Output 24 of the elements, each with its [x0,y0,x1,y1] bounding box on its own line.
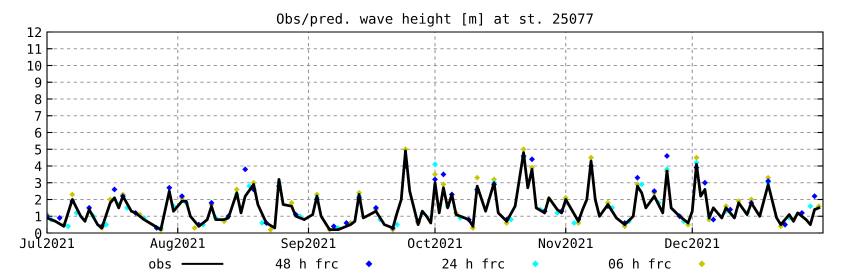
y-tick-label: 7 [35,111,42,121]
y-tick-label: 2 [35,194,42,205]
x-tick-label: Oct2021 [408,238,462,248]
legend-label: 06 h frc [608,258,670,269]
y-tick-label: 5 [35,144,42,154]
y-tick-label: 11 [28,44,42,54]
legend-label: 24 h frc [442,258,504,269]
y-tick-label: 12 [28,27,42,38]
x-tick-label: Nov2021 [538,238,593,248]
y-tick-label: 0 [35,228,42,238]
y-tick-label: 4 [34,161,42,172]
y-tick-label: 10 [28,60,42,71]
chart-title: Obs/pred. wave height [m] at st. 25077 [276,13,593,27]
y-tick-label: 8 [35,94,42,104]
x-tick-label: Jul2021 [20,238,74,248]
y-tick-label: 3 [35,178,42,188]
y-tick-label: 1 [36,212,42,222]
y-tick-label: 6 [35,128,42,138]
y-tick-label: 9 [35,78,42,88]
legend-label: obs [149,258,171,269]
x-tick-label: Dec2021 [665,238,720,248]
legend-label: 48 h frc [276,258,338,269]
x-tick-label: Aug2021 [150,238,205,251]
x-tick-label: Sep2021 [282,238,336,251]
